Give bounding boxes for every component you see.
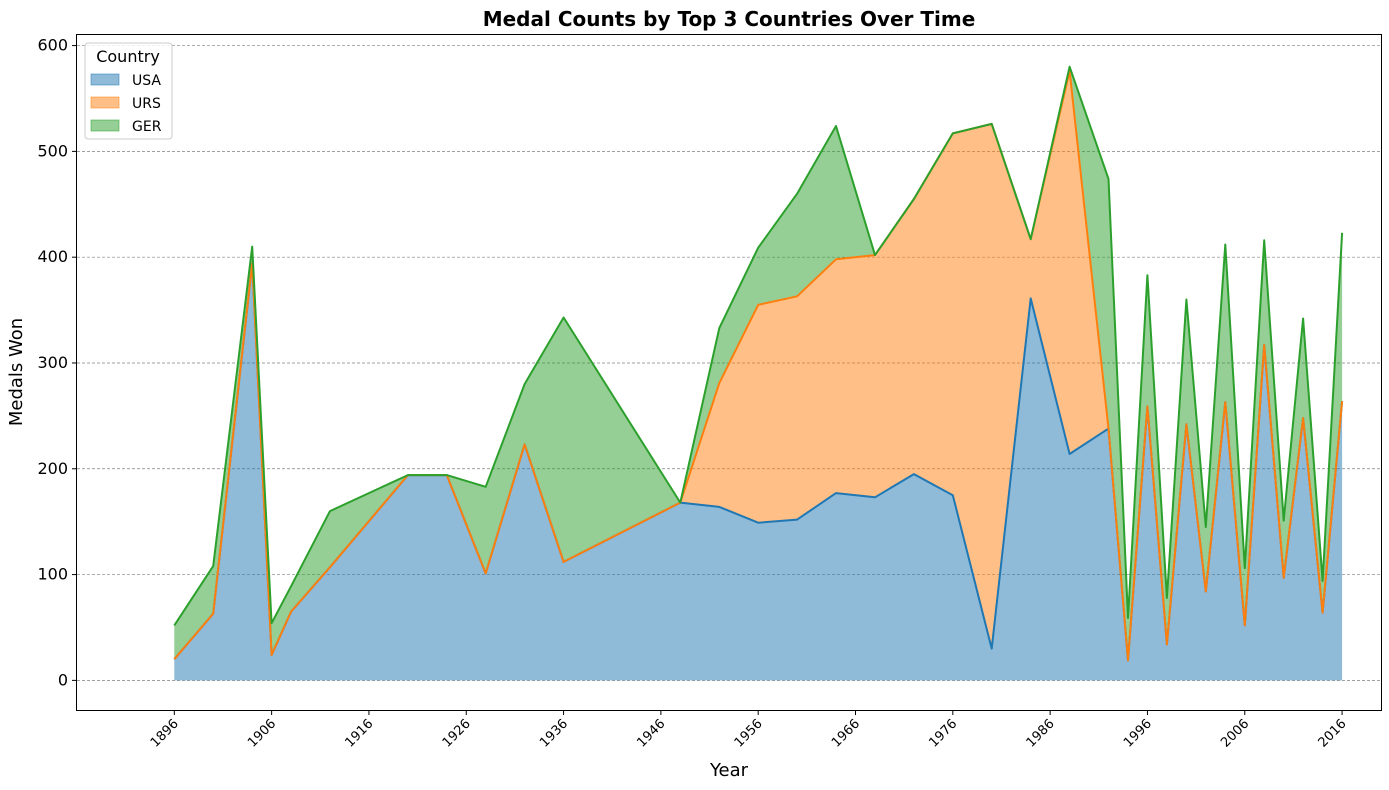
area-usa: [174, 263, 1343, 681]
line-ger: [173, 65, 1344, 626]
area-urs: [174, 71, 1343, 661]
plot-area: [77, 45, 1381, 681]
x-tick-label: 1966: [829, 717, 863, 751]
legend-swatch-usa: [90, 73, 120, 86]
legend-label-urs: URS: [132, 96, 161, 112]
y-tick-label: 100: [37, 565, 68, 584]
x-axis-label: Year: [709, 760, 749, 781]
legend-swatch-ger: [90, 119, 120, 132]
x-tick-label: 1936: [537, 717, 571, 751]
x-tick-label: 1906: [245, 717, 279, 751]
legend-box: [84, 42, 173, 140]
area-ger: [174, 66, 1343, 661]
x-tick-label: 1996: [1121, 717, 1155, 751]
legend-title: Country: [96, 47, 160, 66]
y-tick-label: 200: [37, 459, 68, 478]
y-tick-label: 500: [37, 141, 68, 160]
legend-swatch-urs: [90, 96, 120, 109]
x-tick-label: 1956: [732, 717, 766, 751]
x-tick-label: 1916: [342, 717, 376, 751]
legend: Country USA URS GER: [84, 42, 173, 140]
legend-label-ger: GER: [132, 119, 162, 135]
legend-label-usa: USA: [132, 73, 161, 89]
x-tick-label: 1946: [634, 717, 668, 751]
x-tick-label: 1896: [148, 717, 182, 751]
y-tick-label: 0: [58, 670, 68, 689]
x-tick-label: 1926: [440, 717, 474, 751]
y-axis-label: Medals Won: [6, 318, 27, 426]
x-tick-label: 2016: [1316, 717, 1350, 751]
chart-title: Medal Counts by Top 3 Countries Over Tim…: [483, 7, 976, 31]
y-tick-label: 600: [37, 36, 68, 55]
x-tick-label: 1976: [926, 717, 960, 751]
x-tick-label: 2006: [1218, 717, 1252, 751]
x-tick-label: 1986: [1024, 717, 1058, 751]
plot-frame: [76, 34, 1382, 711]
y-tick-label: 300: [37, 353, 68, 372]
y-tick-label: 400: [37, 247, 68, 266]
